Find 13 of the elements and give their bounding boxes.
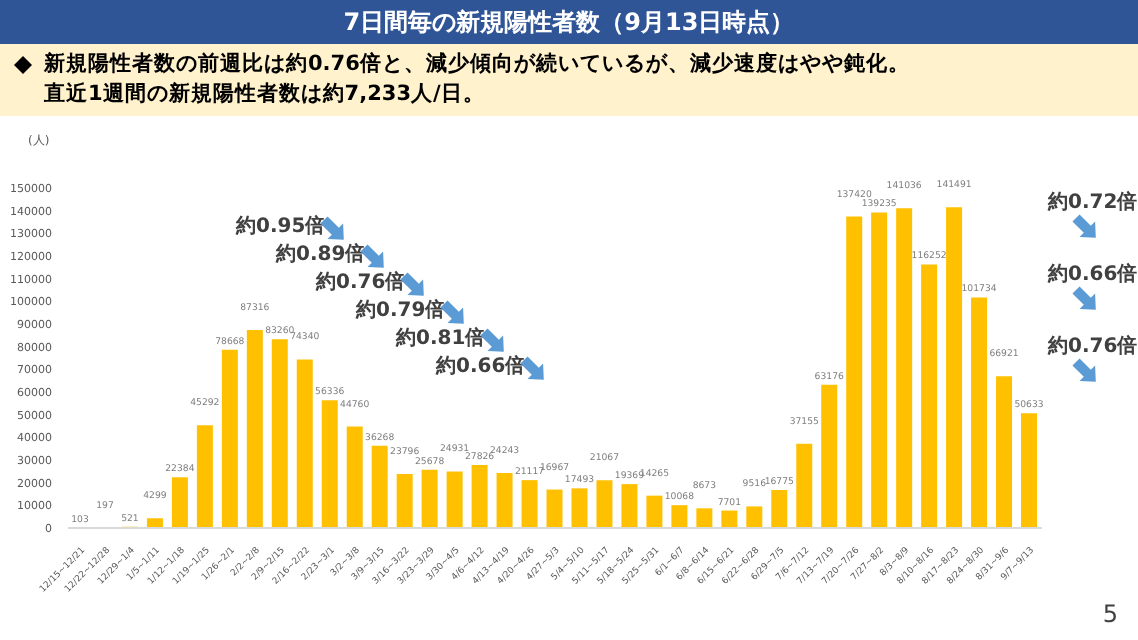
chart-title: 7日間毎の新規陽性者数（9月13日時点）: [0, 0, 1138, 44]
annotation: 約0.89倍: [274, 242, 366, 266]
text: 直近1週間の新規陽性者数は約7,233人/日。: [44, 80, 485, 108]
annotation: 約0.79倍: [354, 298, 446, 322]
text: 約0.66倍: [1046, 262, 1138, 286]
annotation: 約0.66倍: [434, 354, 526, 378]
annotation: 約0.95倍: [234, 214, 326, 238]
text: 約0.76倍: [1046, 334, 1138, 358]
annotation: 約0.76倍: [314, 270, 406, 294]
text: 5: [1102, 600, 1118, 628]
annotation: 約0.81倍: [394, 326, 486, 350]
chart-subtitle: 新規陽性者数の前週比は約0.76倍と、減少傾向が続いているが、減少速度はやや鈍化。: [44, 50, 910, 78]
text: 約0.72倍: [1046, 190, 1138, 214]
